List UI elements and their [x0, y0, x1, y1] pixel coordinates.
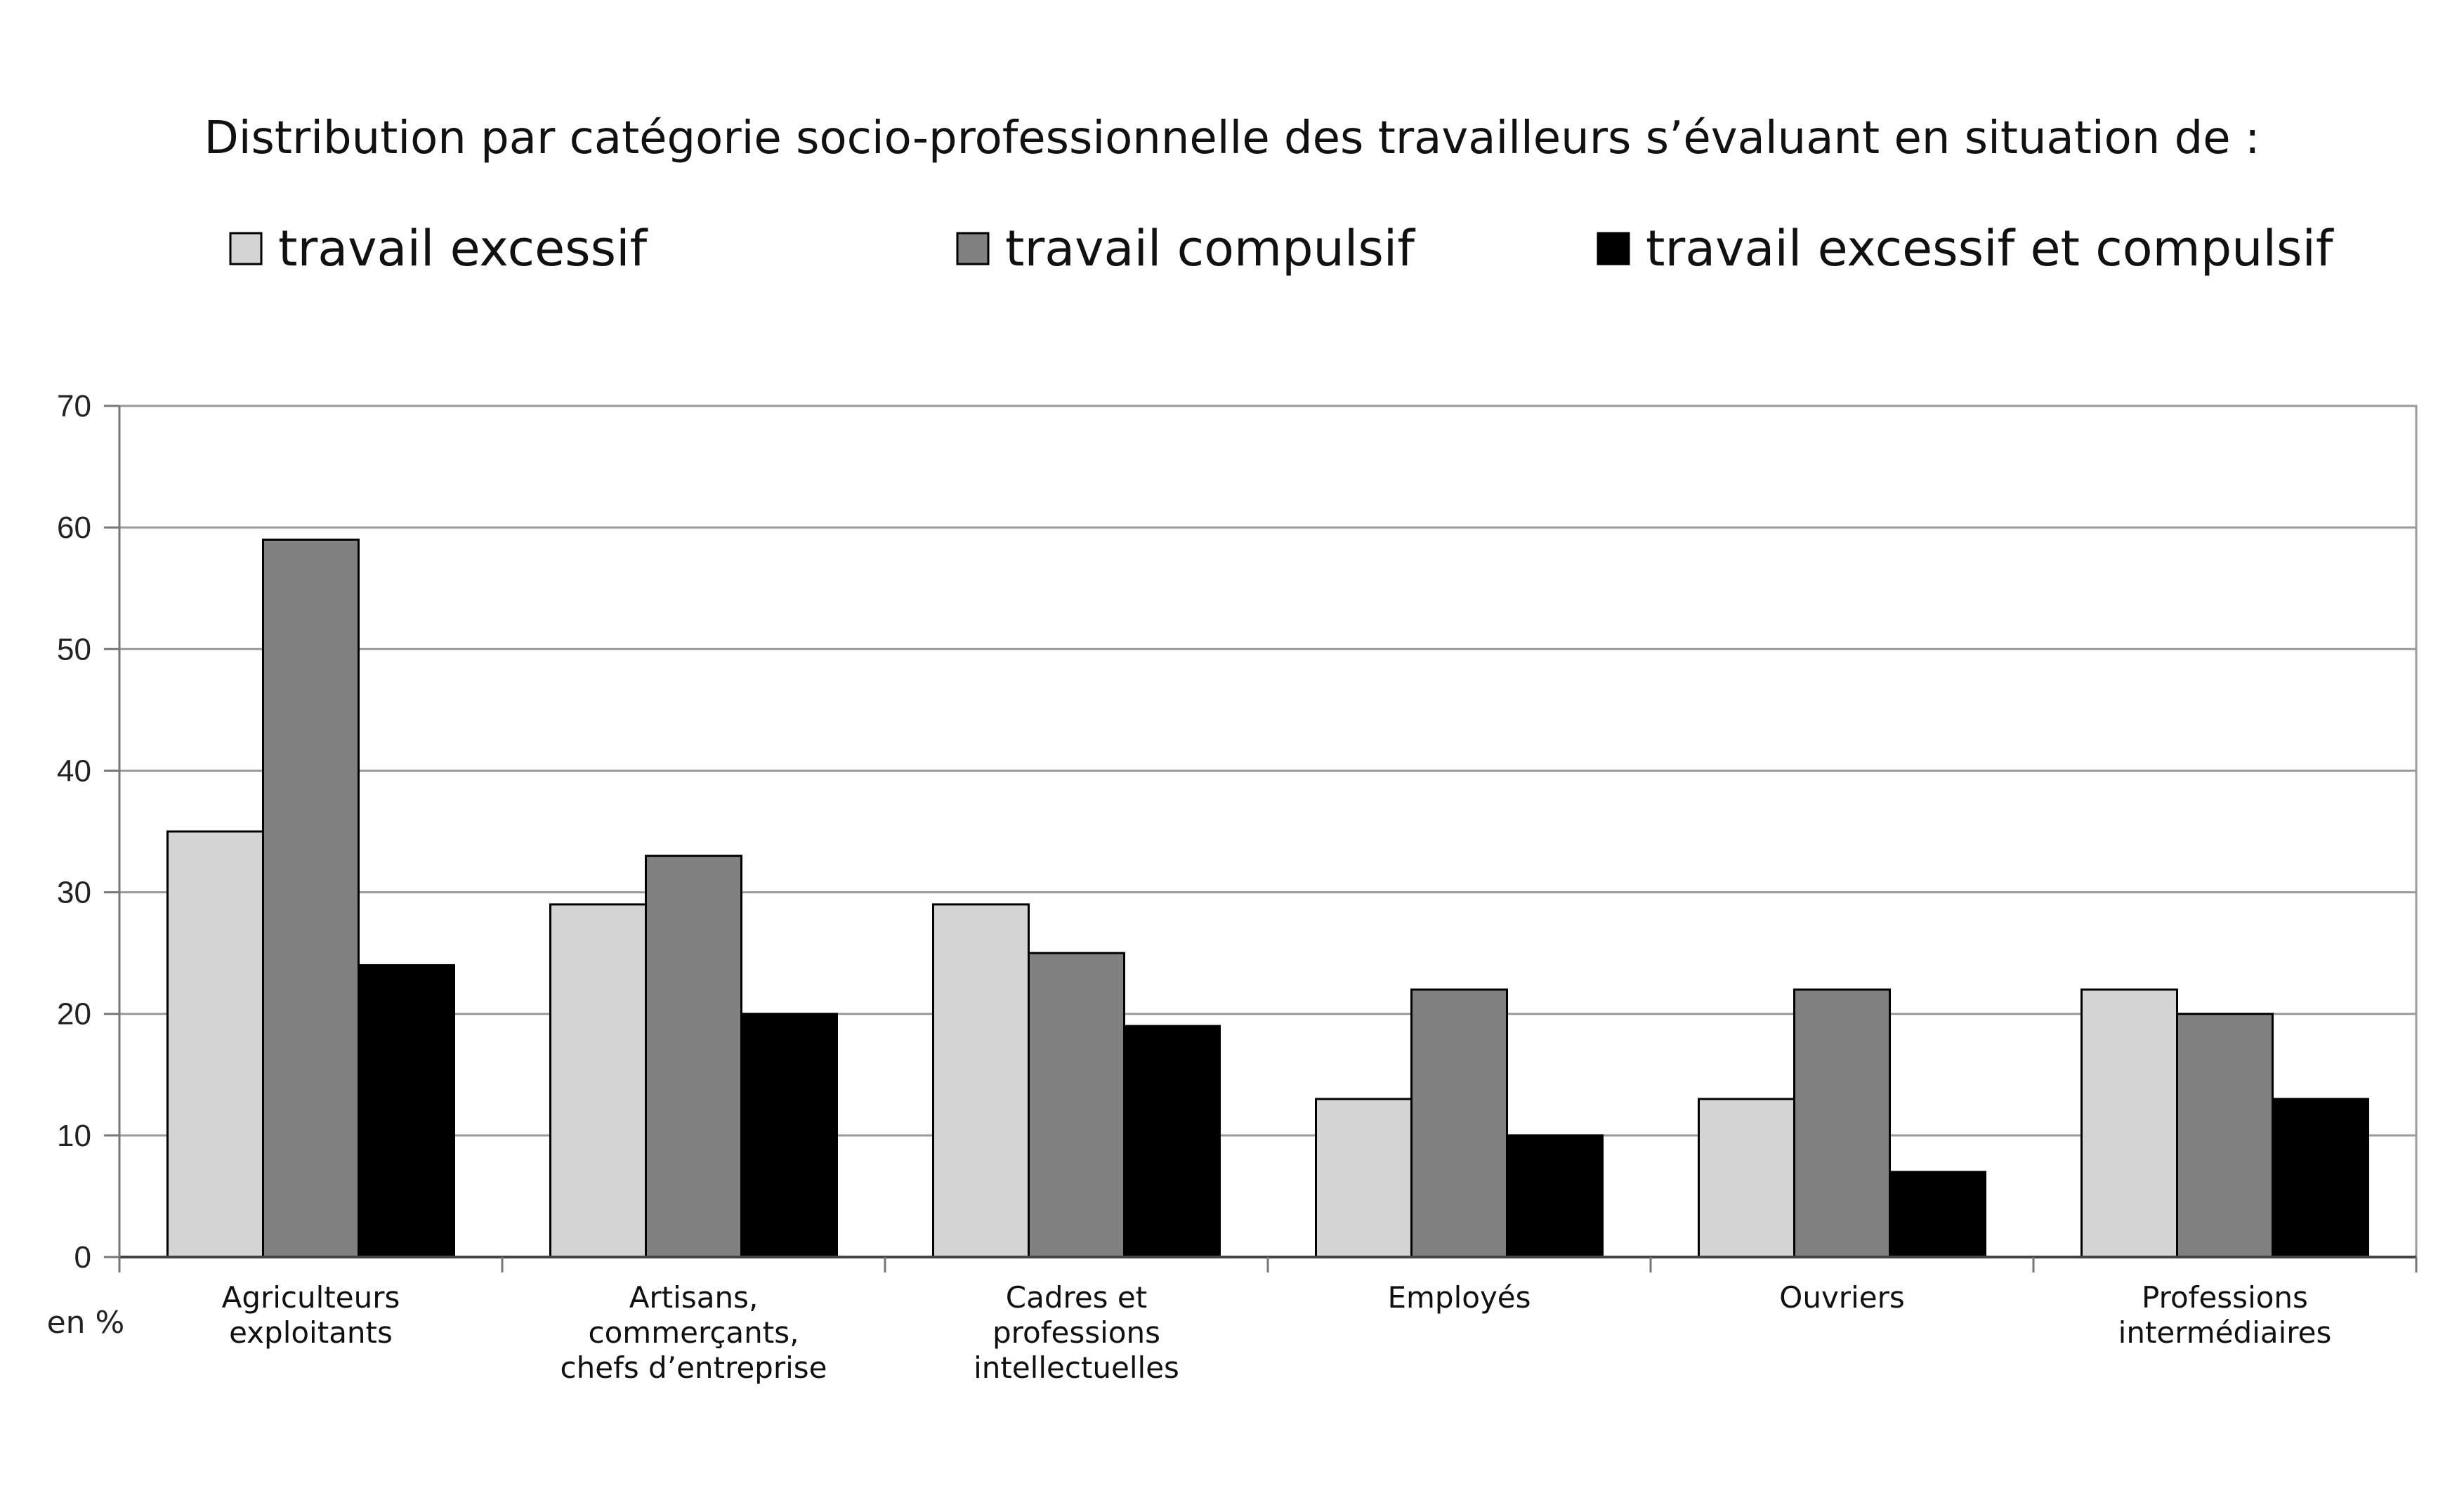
gridlines [118, 405, 2418, 1258]
bar-2-2 [645, 855, 742, 1258]
x-category-label: Artisans, commerçants, chefs d’entreprise [560, 1280, 827, 1385]
bar-2-3 [1028, 952, 1125, 1258]
bar-1-1 [166, 830, 264, 1258]
bar-3-1 [358, 963, 455, 1258]
bar-1-4 [1315, 1098, 1413, 1258]
legend-label-1: travail excessif [278, 220, 648, 277]
bar-3-5 [1889, 1171, 1986, 1258]
y-tick-label: 30 [57, 876, 91, 910]
axes [118, 406, 2418, 1272]
bar-1-2 [549, 903, 647, 1258]
bar-2-4 [1410, 988, 1508, 1258]
unit-label: en % [47, 1305, 125, 1341]
x-category-label: Cadres et professions intellectuelles [974, 1280, 1179, 1385]
x-category-label: Agriculteurs exploitants [222, 1280, 400, 1350]
chart-title: Distribution par catégorie socio-profess… [204, 112, 2260, 164]
bar-2-1 [262, 538, 360, 1258]
legend-swatch-2 [956, 232, 990, 265]
y-axis-ticks: 0 10 20 30 40 50 60 70 [57, 389, 119, 1275]
bar-2-5 [1793, 988, 1891, 1258]
y-tick-label: 0 [74, 1240, 91, 1275]
y-tick-label: 10 [57, 1119, 91, 1153]
legend-label-3: travail excessif et compulsif [1646, 220, 2334, 277]
bar-3-3 [1123, 1025, 1221, 1258]
legend: travail excessif travail compulsif travail… [229, 220, 2334, 277]
x-category-label: Ouvriers [1779, 1280, 1904, 1315]
legend-swatch-3 [1597, 232, 1630, 265]
bar-3-4 [1506, 1134, 1604, 1258]
plot-area [118, 405, 2418, 1258]
x-category-label: Employés [1387, 1280, 1531, 1315]
bar-1-6 [2080, 988, 2178, 1258]
y-tick-label: 40 [57, 754, 91, 788]
y-tick-label: 70 [57, 389, 91, 423]
legend-label-2: travail compulsif [1005, 220, 1415, 277]
y-tick-label: 50 [57, 632, 91, 666]
legend-swatch-1 [229, 232, 263, 265]
x-category-label: Professions intermédiaires [2118, 1280, 2332, 1350]
bar-1-3 [932, 903, 1030, 1258]
bar-3-6 [2272, 1098, 2369, 1258]
x-axis-labels: Agriculteurs exploitants Artisans, commerça… [222, 1280, 2332, 1385]
bars [166, 538, 2369, 1258]
y-tick-label: 60 [57, 511, 91, 545]
bar-2-6 [2176, 1013, 2274, 1258]
bar-3-2 [740, 1013, 838, 1258]
bar-1-5 [1698, 1098, 1795, 1258]
y-tick-label: 20 [57, 997, 91, 1032]
